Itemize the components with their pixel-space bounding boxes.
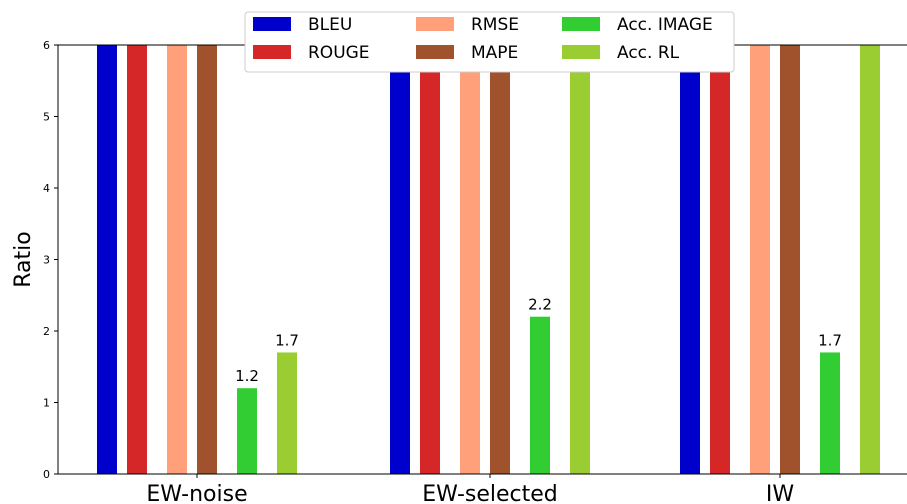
value-labels-layer: 1.2 2.2 1.7 1.7 [235,296,842,386]
bar-rouge-iw [710,45,730,474]
legend: BLEU ROUGE RMSE MAPE Acc. IMAGE Acc. RL [244,11,735,73]
bar-mape-ew-noise [197,45,217,474]
data-label: 2.2 [528,296,552,314]
legend-entry-label: Acc. RL [617,43,680,63]
legend-entry-label: MAPE [471,43,518,63]
y-tick-label: 0 [43,468,50,481]
bar-bleu-ew-selected [390,45,410,474]
data-label: 1.2 [235,367,259,385]
legend-swatch [253,17,291,31]
bar-acc-rl-ew-noise [277,352,297,474]
legend-box [244,11,735,73]
x-tick-label: IW [766,482,794,504]
bar-bleu-iw [680,45,700,474]
data-label: 1.7 [818,331,842,349]
legend-swatch [416,45,454,59]
y-tick-label: 6 [43,39,50,52]
legend-swatch [562,45,600,59]
bar-rouge-ew-noise [127,45,147,474]
y-tick-label: 5 [43,111,50,124]
y-tick-label: 1 [43,397,50,410]
legend-swatch [416,17,454,31]
x-tick-label: EW-selected [422,482,558,504]
bar-mape-ew-selected [490,45,510,474]
bar-acc-image-iw [820,352,840,474]
bar-rmse-ew-noise [167,45,187,474]
y-tick-label: 4 [43,182,50,195]
bar-rmse-ew-selected [460,45,480,474]
legend-entry-label: ROUGE [308,43,370,63]
bar-rmse-iw [750,45,770,474]
bar-acc-image-ew-selected [530,316,550,474]
bars-layer [97,45,880,474]
bar-acc-rl-ew-selected [570,45,590,474]
y-tick-label: 2 [43,325,50,338]
bar-rouge-ew-selected [420,45,440,474]
y-tick-label: 3 [43,254,50,267]
axes-layer: 0 1 2 3 4 5 6 EW-noise EW-selected IW Ratio [11,39,907,504]
legend-entry-label: Acc. IMAGE [617,15,713,35]
data-label: 1.7 [275,331,299,349]
bar-acc-rl-iw [860,45,880,474]
x-tick-label: EW-noise [146,482,247,504]
legend-swatch [253,45,291,59]
bar-mape-iw [780,45,800,474]
y-axis-label: Ratio [11,231,36,287]
bar-acc-image-ew-noise [237,388,257,474]
legend-entry-label: RMSE [471,15,519,35]
bar-bleu-ew-noise [97,45,117,474]
legend-swatch [562,17,600,31]
legend-entry-label: BLEU [308,15,352,35]
